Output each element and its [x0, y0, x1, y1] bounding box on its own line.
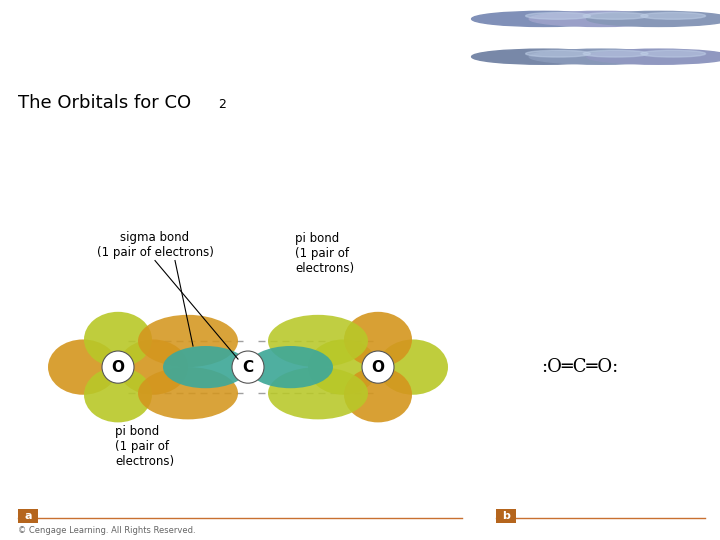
Circle shape [529, 49, 673, 64]
Ellipse shape [378, 340, 448, 395]
FancyBboxPatch shape [18, 509, 38, 523]
Ellipse shape [138, 367, 238, 420]
Circle shape [583, 12, 648, 19]
Text: a: a [24, 511, 32, 521]
Ellipse shape [344, 367, 412, 422]
Circle shape [583, 50, 648, 57]
Text: © Cengage Learning. All Rights Reserved.: © Cengage Learning. All Rights Reserved. [18, 526, 196, 535]
Text: The Orbitals for CO: The Orbitals for CO [18, 94, 191, 112]
Ellipse shape [268, 315, 368, 367]
Circle shape [526, 50, 590, 57]
Circle shape [641, 12, 706, 19]
Text: b: b [502, 511, 510, 521]
Text: pi bond
(1 pair of
electrons): pi bond (1 pair of electrons) [115, 426, 174, 468]
Ellipse shape [84, 312, 152, 367]
Circle shape [587, 49, 720, 64]
FancyBboxPatch shape [496, 509, 516, 523]
Circle shape [641, 50, 706, 57]
Ellipse shape [48, 340, 118, 395]
Circle shape [362, 351, 394, 383]
Text: sigma bond
(1 pair of electrons): sigma bond (1 pair of electrons) [96, 231, 213, 259]
Ellipse shape [248, 346, 333, 388]
Ellipse shape [268, 367, 368, 420]
Circle shape [526, 12, 590, 19]
Text: C: C [243, 360, 253, 375]
Circle shape [587, 11, 720, 26]
Circle shape [102, 351, 134, 383]
Ellipse shape [163, 346, 248, 388]
Ellipse shape [118, 340, 188, 395]
Text: O: O [112, 360, 125, 375]
Ellipse shape [84, 367, 152, 422]
Circle shape [232, 351, 264, 383]
Circle shape [529, 11, 673, 26]
Text: Hybridization and the Localized Electron Model: Hybridization and the Localized Electron… [9, 44, 367, 59]
Ellipse shape [344, 312, 412, 367]
Text: Section 9.1: Section 9.1 [9, 15, 114, 33]
Ellipse shape [138, 315, 238, 367]
Text: O: O [372, 360, 384, 375]
Text: 2: 2 [218, 98, 226, 111]
Ellipse shape [308, 340, 378, 395]
Text: :O═C═O:: :O═C═O: [541, 358, 618, 376]
Circle shape [472, 49, 616, 64]
Text: pi bond
(1 pair of
electrons): pi bond (1 pair of electrons) [295, 232, 354, 275]
Circle shape [472, 11, 616, 26]
